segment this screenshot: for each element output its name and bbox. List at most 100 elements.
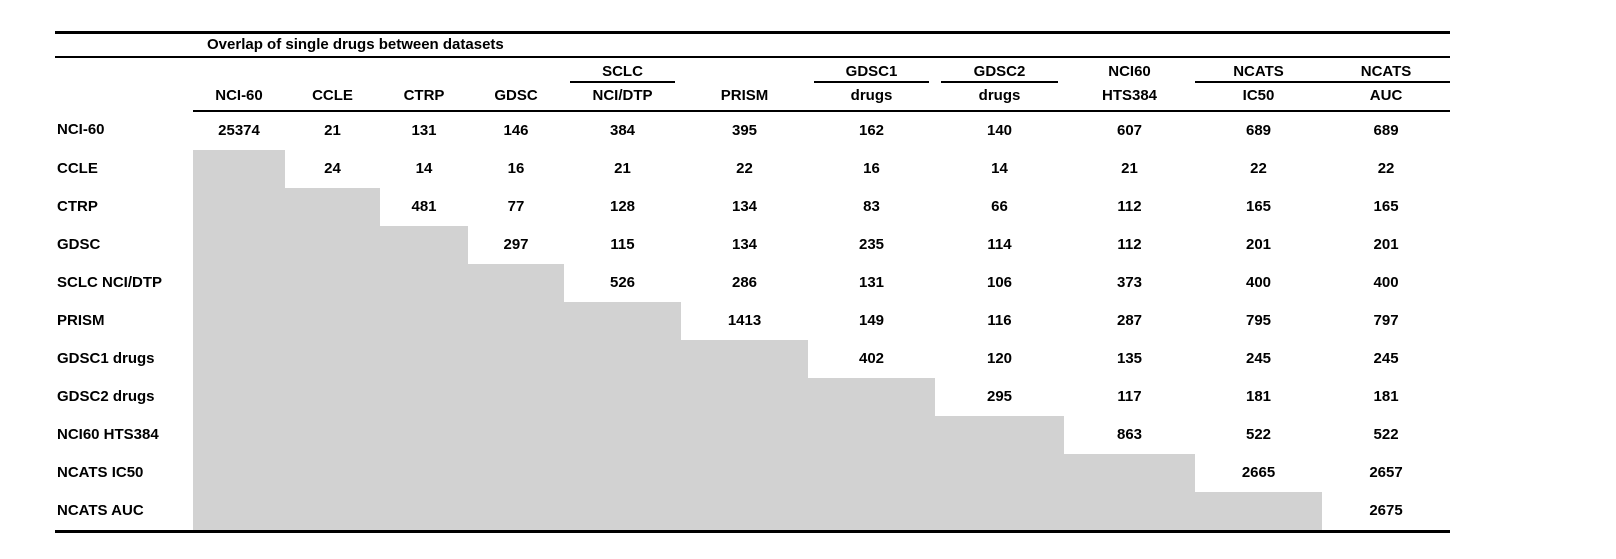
value-cell: 83 (863, 197, 880, 215)
row-label: CCLE (57, 159, 98, 177)
value-cell: 689 (1373, 121, 1399, 139)
value-cell: 165 (1373, 197, 1399, 215)
shaded-cell (564, 302, 681, 340)
table-row-nci-60: NCI-60 25374 21 131 146 384 395 162 140 607 689 689 (55, 111, 1450, 150)
value-cell: 181 (1245, 387, 1272, 405)
shaded-cell (564, 416, 681, 454)
row-label: NCATS AUC (55, 492, 193, 533)
shaded-cell (380, 416, 468, 454)
column-header-bottom-label: HTS384 (1101, 87, 1158, 105)
column-header-ccle: CCLE (285, 57, 380, 112)
column-header-gdsc2-drugs: GDSC2 drugs (935, 57, 1064, 112)
column-header-bottom-label: drugs (850, 87, 893, 105)
shaded-cell (285, 416, 380, 454)
shaded-cell (468, 454, 564, 492)
title-row: Overlap of single drugs between datasets (55, 32, 1451, 58)
value-cell: 286 (731, 273, 758, 291)
shaded-cell (380, 226, 468, 264)
table-row-ncats-ic50: NCATS IC50 2665 2657 (55, 454, 1450, 492)
value-cell: 607 (1116, 121, 1143, 139)
value-cell: 134 (731, 235, 758, 253)
shaded-cell (380, 492, 468, 533)
shaded-cell (564, 378, 681, 416)
value-cell: 24 (324, 159, 341, 177)
shaded-cell (564, 340, 681, 378)
column-header-prism: PRISM (681, 57, 808, 112)
column-header-top-label (681, 58, 808, 83)
shaded-cell (193, 340, 285, 378)
table-title: Overlap of single drugs between datasets (207, 35, 504, 53)
table-row-sclc-nci-dtp: SCLC NCI/DTP 526 286 131 106 373 400 400 (55, 264, 1450, 302)
value-cell: 14 (415, 159, 433, 177)
value-cell: 395 (731, 121, 758, 139)
column-header-top-label: GDSC2 (935, 58, 1064, 83)
shaded-cell (808, 454, 935, 492)
value-cell: 22 (1250, 159, 1267, 177)
value-cell: 245 (1245, 349, 1272, 367)
column-header-bottom-label: AUC (1369, 87, 1403, 105)
shaded-cell (193, 302, 285, 340)
value-cell: 112 (1117, 235, 1142, 253)
value-cell: 128 (609, 197, 636, 215)
shaded-cell (935, 454, 1064, 492)
column-header-top-label (468, 58, 564, 83)
row-label: NCI-60 (57, 121, 105, 139)
value-cell: 481 (411, 197, 437, 215)
shaded-cell (193, 150, 285, 188)
value-cell: 22 (1377, 159, 1395, 177)
row-label: GDSC1 drugs (57, 349, 155, 367)
value-cell: 16 (863, 159, 880, 177)
value-cell: 795 (1245, 311, 1272, 329)
value-cell: 22 (736, 159, 753, 177)
column-header-bottom-label: GDSC (494, 87, 538, 105)
value-cell: 115 (610, 235, 635, 253)
value-cell: 235 (858, 235, 885, 253)
column-header-top-label: NCATS (1322, 58, 1451, 83)
shaded-cell (285, 226, 380, 264)
shaded-cell (285, 492, 380, 533)
value-cell: 295 (986, 387, 1013, 405)
shaded-cell (285, 188, 380, 226)
table-row-gdsc1-drugs: GDSC1 drugs 402 120 135 245 245 (55, 340, 1450, 378)
value-cell: 116 (987, 311, 1012, 329)
shaded-cell (193, 454, 285, 492)
value-cell: 1413 (727, 311, 762, 329)
column-header-top-label: SCLC (564, 58, 681, 83)
value-cell: 135 (1116, 349, 1143, 367)
shaded-cell (468, 416, 564, 454)
shaded-cell (468, 302, 564, 340)
column-header-bottom-label: CTRP (403, 87, 445, 105)
table-row-gdsc: GDSC 297 115 134 235 114 112 201 201 (55, 226, 1450, 264)
value-cell: 384 (609, 121, 636, 139)
column-header-ctrp: CTRP (380, 57, 468, 112)
value-cell: 117 (1117, 387, 1142, 405)
shaded-cell (380, 340, 468, 378)
value-cell: 25374 (218, 121, 260, 139)
shaded-cell (193, 492, 285, 533)
shaded-cell (681, 454, 808, 492)
value-cell: 402 (858, 349, 885, 367)
shaded-cell (564, 492, 681, 533)
value-cell: 797 (1373, 311, 1399, 329)
shaded-cell (564, 454, 681, 492)
value-cell: 66 (991, 197, 1008, 215)
value-cell: 134 (731, 197, 758, 215)
table-row-gdsc2-drugs: GDSC2 drugs 295 117 181 181 (55, 378, 1450, 416)
column-header-bottom-label: CCLE (312, 87, 353, 105)
row-label: CTRP (57, 197, 98, 215)
shaded-cell (285, 340, 380, 378)
value-cell: 297 (503, 235, 529, 253)
column-header-top-label: NCATS (1195, 58, 1322, 83)
value-cell: 14 (991, 159, 1008, 177)
column-header-gdsc: GDSC (468, 57, 564, 112)
shaded-cell (285, 302, 380, 340)
shaded-cell (380, 302, 468, 340)
value-cell: 400 (1373, 273, 1399, 291)
shaded-cell (808, 416, 935, 454)
row-label: NCATS IC50 (57, 463, 144, 481)
shaded-cell (380, 264, 468, 302)
table-row-nci60-hts384: NCI60 HTS384 863 522 522 (55, 416, 1450, 454)
drug-overlap-figure: Overlap of single drugs between datasets… (55, 31, 1451, 533)
value-cell: 2675 (1322, 492, 1451, 533)
value-cell: 21 (614, 159, 631, 177)
